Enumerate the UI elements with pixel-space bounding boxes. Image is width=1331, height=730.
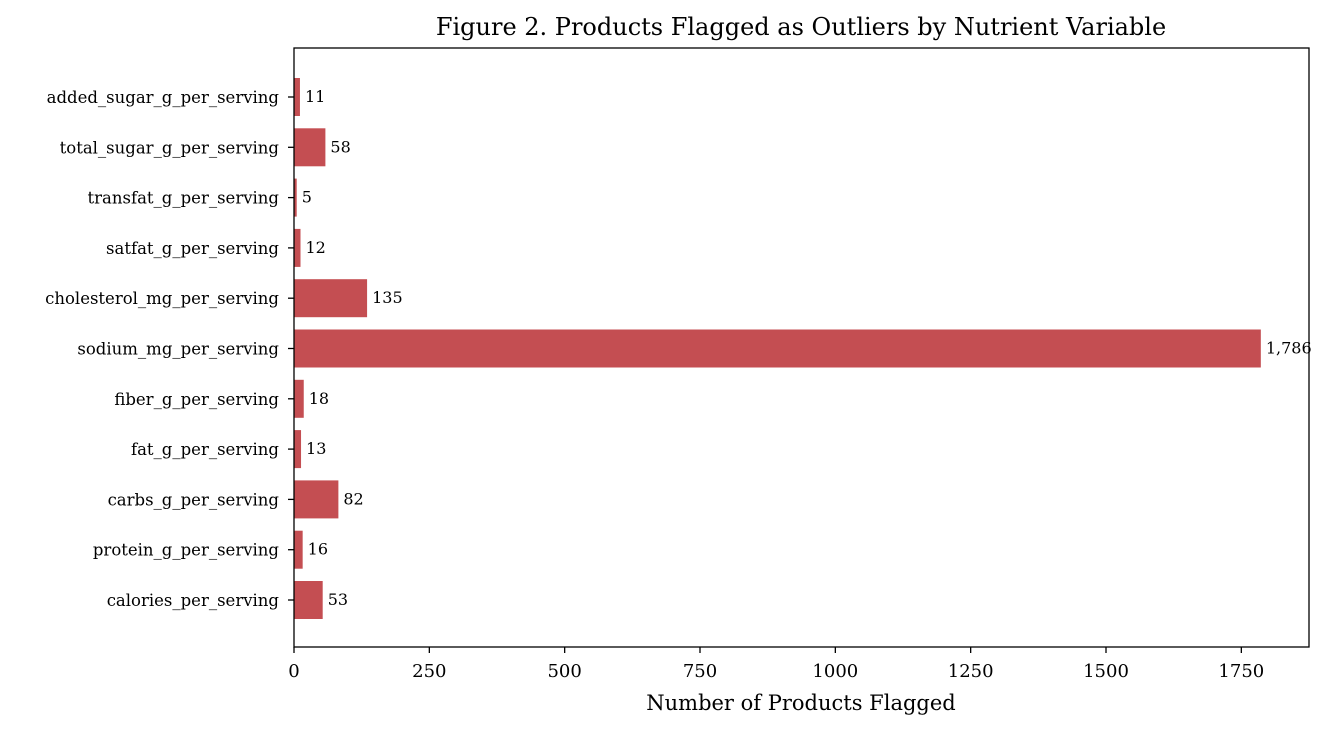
bar-carbs_g_per_serving bbox=[294, 480, 339, 519]
x-tick-label: 1750 bbox=[1218, 661, 1264, 682]
y-tick-label: fat_g_per_serving bbox=[131, 440, 279, 459]
bar-satfat_g_per_serving bbox=[294, 228, 301, 267]
bar-value-label: 11 bbox=[305, 87, 325, 106]
bar-transfat_g_per_serving bbox=[294, 178, 297, 217]
bar-value-label: 5 bbox=[302, 188, 312, 207]
bar-value-label: 1,786 bbox=[1266, 339, 1312, 358]
x-tick-label: 250 bbox=[412, 661, 446, 682]
bar-value-label: 135 bbox=[372, 288, 403, 307]
x-tick-label: 1250 bbox=[948, 661, 994, 682]
bar-value-label: 13 bbox=[306, 439, 326, 458]
bar-value-label: 58 bbox=[330, 137, 350, 156]
y-tick-label: sodium_mg_per_serving bbox=[77, 340, 279, 359]
x-axis-ticks: 0 250 500 750 1000 1250 1500 1750 bbox=[288, 647, 1264, 682]
y-tick-label: satfat_g_per_serving bbox=[106, 239, 279, 258]
bar-cholesterol_mg_per_serving bbox=[294, 279, 368, 318]
bar-fiber_g_per_serving bbox=[294, 379, 304, 418]
y-tick-label: fiber_g_per_serving bbox=[114, 390, 279, 409]
bar-value-label: 16 bbox=[308, 540, 328, 559]
bar-added_sugar_g_per_serving bbox=[294, 78, 300, 116]
bar-value-label: 12 bbox=[305, 238, 325, 257]
x-axis-label: Number of Products Flagged bbox=[646, 691, 955, 715]
y-tick-label: added_sugar_g_per_serving bbox=[47, 88, 280, 107]
bar-value-labels: 53 16 82 13 18 1,786 135 12 5 58 11 bbox=[302, 87, 1312, 609]
bar-value-label: 18 bbox=[309, 389, 329, 408]
y-tick-label: protein_g_per_serving bbox=[93, 541, 280, 560]
x-tick-label: 750 bbox=[683, 661, 717, 682]
y-tick-label: transfat_g_per_serving bbox=[88, 189, 280, 208]
bar-calories_per_serving bbox=[294, 581, 323, 619]
chart-title: Figure 2. Products Flagged as Outliers b… bbox=[436, 13, 1166, 41]
bar-total_sugar_g_per_serving bbox=[294, 128, 326, 167]
x-tick-label: 1000 bbox=[812, 661, 858, 682]
x-tick-label: 1500 bbox=[1083, 661, 1129, 682]
y-tick-label: cholesterol_mg_per_serving bbox=[45, 289, 279, 308]
y-tick-label: total_sugar_g_per_serving bbox=[60, 138, 280, 157]
x-tick-label: 0 bbox=[288, 661, 299, 682]
bar-value-label: 53 bbox=[328, 590, 348, 609]
bar-sodium_mg_per_serving bbox=[294, 329, 1261, 368]
plot-frame bbox=[293, 47, 1310, 648]
y-tick-label: carbs_g_per_serving bbox=[108, 490, 280, 509]
bar-fat_g_per_serving bbox=[294, 430, 302, 469]
x-tick-label: 500 bbox=[547, 661, 581, 682]
bar-protein_g_per_serving bbox=[294, 530, 303, 569]
y-axis-ticks: calories_per_serving protein_g_per_servin… bbox=[45, 88, 294, 610]
bar-value-label: 82 bbox=[343, 489, 363, 508]
bars-group bbox=[294, 78, 1261, 619]
y-tick-label: calories_per_serving bbox=[107, 591, 280, 610]
